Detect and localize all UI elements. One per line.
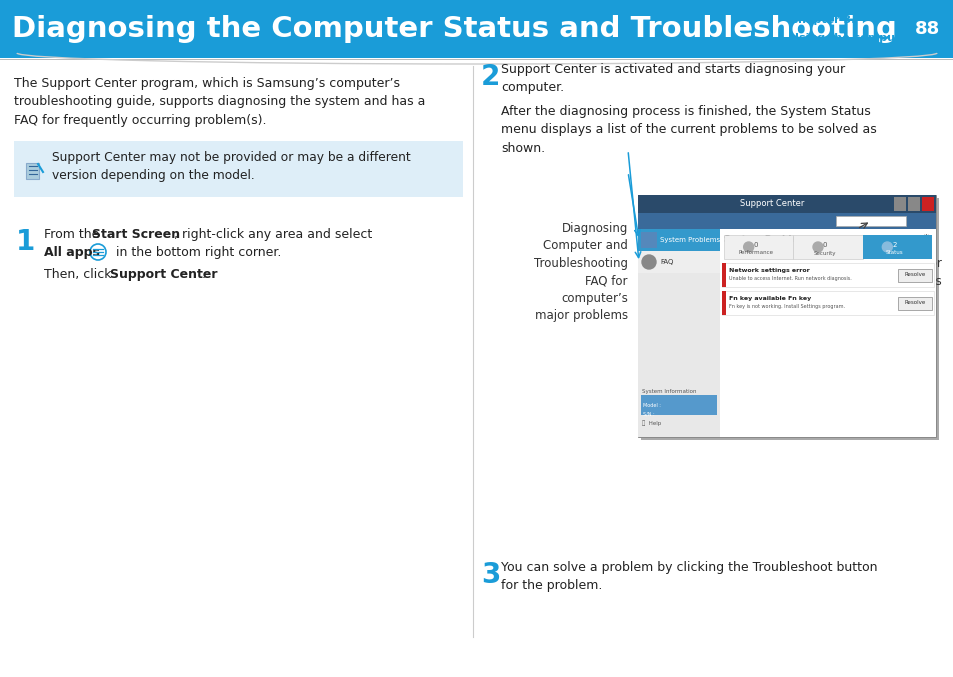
Text: System Problems: System Problems <box>659 237 720 243</box>
Circle shape <box>882 242 891 252</box>
Text: 1: 1 <box>16 228 35 256</box>
Text: 0: 0 <box>753 242 757 248</box>
Text: S/N :: S/N : <box>642 411 654 416</box>
Bar <box>14 141 462 197</box>
Text: 2: 2 <box>480 63 500 91</box>
Bar <box>862 235 931 259</box>
Text: in the bottom right corner.: in the bottom right corner. <box>112 246 281 259</box>
Bar <box>897 269 931 282</box>
Bar <box>640 198 938 440</box>
Text: After the diagnosing process is finished, the System Status
menu displays a list: After the diagnosing process is finished… <box>500 105 876 155</box>
Bar <box>26 163 39 179</box>
Circle shape <box>812 242 822 252</box>
Text: The Support Center program, which is Samsung’s computer’s
troubleshooting guide,: The Support Center program, which is Sam… <box>14 77 425 127</box>
Bar <box>640 232 657 248</box>
Text: 0: 0 <box>821 242 826 248</box>
Bar <box>638 213 935 229</box>
Text: Chapter 3.: Chapter 3. <box>789 16 855 25</box>
Text: Fn key is not working. Install Settings program.: Fn key is not working. Install Settings … <box>728 304 844 309</box>
Bar <box>721 291 933 315</box>
Bar <box>720 229 935 437</box>
Text: Network settings error: Network settings error <box>728 268 809 273</box>
Bar <box>721 291 725 315</box>
Bar <box>0 59 953 60</box>
Bar <box>793 235 862 259</box>
Text: Performance: Performance <box>738 250 772 255</box>
Bar <box>638 229 720 437</box>
Text: From the: From the <box>44 228 103 241</box>
Text: Searching for
computer’s problems: Searching for computer’s problems <box>816 257 941 288</box>
Circle shape <box>905 7 949 51</box>
Bar <box>907 197 919 211</box>
Bar <box>723 235 793 259</box>
Bar <box>835 216 905 226</box>
Bar <box>921 197 933 211</box>
Text: 2: 2 <box>891 242 896 248</box>
Text: System Information: System Information <box>641 389 696 394</box>
Text: Support Center is activated and starts diagnosing your
computer.: Support Center is activated and starts d… <box>500 63 844 95</box>
Text: Status: Status <box>884 250 902 255</box>
Bar <box>0 0 953 58</box>
Text: Using the computer: Using the computer <box>789 32 912 43</box>
Text: Model :: Model : <box>642 403 660 408</box>
Text: Security: Security <box>813 250 836 255</box>
Bar <box>638 251 720 273</box>
Text: Diagnosing
Computer and
Troubleshooting
FAQ for
computer’s
major problems: Diagnosing Computer and Troubleshooting … <box>534 222 627 322</box>
Bar <box>640 395 717 415</box>
Bar <box>638 195 935 437</box>
Text: Resolve: Resolve <box>903 301 924 305</box>
Text: ⌖  Help: ⌖ Help <box>641 420 660 426</box>
Bar <box>638 195 935 213</box>
Bar <box>638 229 720 251</box>
Circle shape <box>641 255 656 269</box>
Bar <box>638 385 720 437</box>
Text: .: . <box>202 268 206 281</box>
Text: Resolve: Resolve <box>903 273 924 278</box>
Text: Diagnosing the Computer Status and Troubleshooting: Diagnosing the Computer Status and Troub… <box>12 15 896 43</box>
Bar <box>893 197 905 211</box>
Bar <box>721 263 933 287</box>
Circle shape <box>743 242 753 252</box>
Text: ⚙: ⚙ <box>921 233 929 243</box>
Text: Fn key available Fn key: Fn key available Fn key <box>728 296 810 301</box>
Text: , right-click any area and select: , right-click any area and select <box>173 228 372 241</box>
Bar <box>721 263 725 287</box>
Text: All apps: All apps <box>44 246 104 259</box>
Text: Then, click: Then, click <box>44 268 115 281</box>
Bar <box>897 297 931 309</box>
Text: Start Screen: Start Screen <box>91 228 180 241</box>
Text: You can solve a problem by clicking the Troubleshoot button
for the problem.: You can solve a problem by clicking the … <box>500 561 877 592</box>
Text: 88: 88 <box>915 20 940 38</box>
Text: System Problems: System Problems <box>723 235 812 244</box>
Text: Support Center: Support Center <box>110 268 217 281</box>
Text: 3: 3 <box>480 561 500 589</box>
Text: Support Center: Support Center <box>739 200 803 209</box>
Text: FAQ: FAQ <box>659 259 673 265</box>
Text: Support Center may not be provided or may be a different
version depending on th: Support Center may not be provided or ma… <box>52 151 411 182</box>
Text: Unable to access Internet. Run network diagnosis.: Unable to access Internet. Run network d… <box>728 276 851 281</box>
